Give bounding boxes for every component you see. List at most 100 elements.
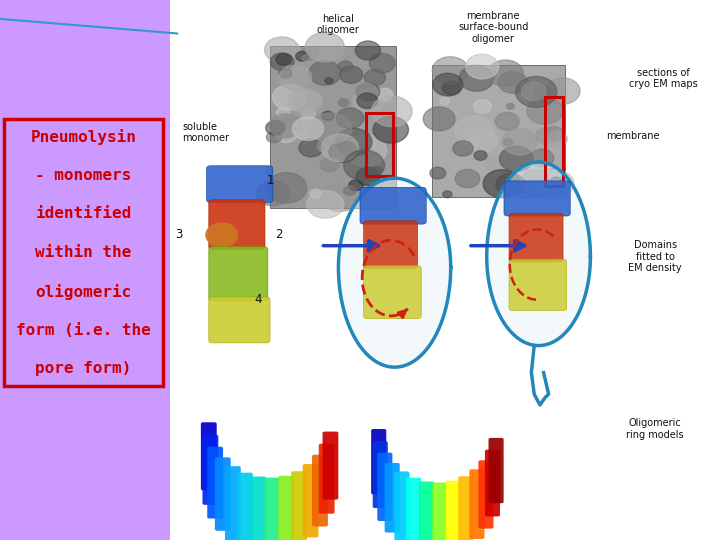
Circle shape [206,223,238,247]
Circle shape [292,117,323,140]
FancyBboxPatch shape [207,166,273,202]
Circle shape [338,61,353,72]
Polygon shape [487,162,590,346]
Circle shape [498,71,527,93]
FancyBboxPatch shape [432,482,447,540]
Circle shape [276,53,292,65]
Circle shape [530,149,554,167]
Circle shape [279,65,312,90]
Circle shape [301,47,319,60]
Circle shape [310,190,321,198]
Circle shape [503,139,513,145]
Circle shape [474,151,487,160]
Circle shape [276,127,297,143]
Text: soluble
monomer: soluble monomer [182,122,229,143]
Text: Pneumolysin

- monomers

identified

within the

oligomeric

form (i.e. the

por: Pneumolysin - monomers identified within… [16,129,151,376]
Text: Domains
fitted to
EM density: Domains fitted to EM density [629,240,682,273]
FancyBboxPatch shape [278,476,294,540]
Circle shape [354,83,377,100]
FancyBboxPatch shape [384,463,400,532]
Circle shape [272,84,307,110]
Circle shape [495,112,519,130]
Text: Oligomeric
ring models: Oligomeric ring models [626,418,684,440]
FancyBboxPatch shape [270,46,396,208]
Circle shape [353,88,385,112]
Circle shape [279,69,292,78]
Circle shape [373,166,382,173]
FancyBboxPatch shape [170,0,720,540]
Circle shape [325,78,333,84]
FancyBboxPatch shape [319,444,335,514]
FancyBboxPatch shape [291,471,307,540]
Circle shape [329,141,357,163]
Circle shape [372,96,412,127]
Circle shape [348,123,387,151]
Circle shape [485,158,500,170]
Circle shape [502,129,537,155]
Circle shape [341,122,368,142]
Circle shape [516,77,557,107]
Circle shape [439,97,450,105]
Circle shape [336,129,372,156]
Circle shape [459,65,494,91]
Circle shape [455,170,480,188]
Circle shape [299,139,323,157]
FancyBboxPatch shape [360,187,426,224]
Circle shape [289,89,322,113]
Circle shape [364,70,385,85]
Circle shape [282,114,293,123]
FancyBboxPatch shape [364,266,421,319]
FancyBboxPatch shape [469,469,485,539]
Circle shape [356,41,381,60]
Circle shape [433,73,463,96]
Circle shape [340,66,363,83]
Circle shape [321,134,359,161]
FancyBboxPatch shape [225,466,240,540]
Circle shape [279,125,294,137]
Circle shape [356,83,380,100]
Circle shape [264,37,300,63]
Circle shape [488,60,523,86]
Circle shape [467,129,498,152]
Circle shape [423,107,455,131]
Text: membrane
surface-bound
oligomer: membrane surface-bound oligomer [458,11,528,44]
Circle shape [535,86,550,98]
FancyBboxPatch shape [209,200,265,249]
Circle shape [442,81,461,95]
Circle shape [338,99,348,106]
Circle shape [523,170,549,189]
Circle shape [270,53,294,71]
Circle shape [256,181,289,206]
Circle shape [321,184,359,212]
Circle shape [266,132,282,143]
Circle shape [322,111,334,120]
Circle shape [546,168,563,182]
Circle shape [455,116,494,145]
FancyBboxPatch shape [209,247,268,301]
Circle shape [507,104,514,109]
FancyBboxPatch shape [419,482,434,540]
FancyBboxPatch shape [215,457,230,531]
Circle shape [544,126,564,140]
Circle shape [373,117,408,143]
FancyBboxPatch shape [509,259,567,310]
Text: 3: 3 [175,228,182,241]
FancyBboxPatch shape [4,119,163,386]
Circle shape [296,51,309,61]
Circle shape [536,180,546,187]
FancyBboxPatch shape [395,471,410,540]
Circle shape [293,90,320,111]
Circle shape [376,88,393,101]
Circle shape [521,82,546,100]
Circle shape [550,177,562,186]
Circle shape [311,113,352,144]
Circle shape [302,55,310,61]
FancyBboxPatch shape [432,65,565,197]
Circle shape [343,150,384,181]
FancyBboxPatch shape [488,438,503,503]
FancyBboxPatch shape [446,481,461,540]
Circle shape [357,93,377,109]
Text: 4: 4 [254,293,261,306]
Circle shape [305,32,344,62]
Circle shape [536,170,574,198]
